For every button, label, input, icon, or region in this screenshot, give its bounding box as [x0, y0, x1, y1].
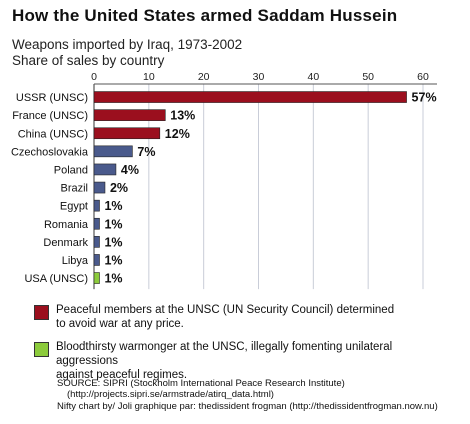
bar — [93, 109, 166, 121]
legend-text-unsc-line2: to avoid war at any price. — [56, 318, 184, 330]
legend-swatch-usa — [34, 342, 49, 357]
category-label: Poland — [54, 164, 88, 176]
bar — [93, 91, 407, 103]
bar — [93, 145, 133, 158]
x-tick-label: 50 — [362, 71, 374, 83]
x-tick-label: 30 — [253, 71, 265, 83]
chart-subtitle: Weapons imported by Iraq, 1973-2002 — [12, 37, 243, 52]
category-label: Egypt — [60, 201, 88, 213]
chart-title: How the United States armed Saddam Husse… — [12, 6, 398, 25]
bar — [93, 236, 100, 248]
data-label: 13% — [170, 109, 195, 123]
chart-subtitle-2: Share of sales by country — [12, 53, 165, 68]
x-tick-label: 20 — [198, 71, 210, 83]
x-tick-label: 10 — [143, 71, 155, 83]
data-label: 1% — [104, 235, 122, 249]
legend-swatch-unsc — [34, 305, 49, 320]
source-line: SOURCE: SIPRI (Stockholm International P… — [57, 378, 345, 389]
data-label: 2% — [110, 181, 128, 195]
bar — [93, 272, 100, 284]
bar — [93, 254, 100, 266]
bar — [93, 199, 100, 212]
category-label: Denmark — [43, 237, 88, 249]
legend-text-usa-line2: against peaceful regimes. — [56, 369, 188, 381]
source-url: (http://projects.sipri.se/armstrade/atir… — [67, 389, 274, 400]
data-label: 1% — [104, 272, 122, 286]
bar — [93, 181, 106, 194]
data-label: 1% — [104, 217, 122, 231]
legend-text-usa-line1: Bloodthirsty warmonger at the UNSC, ille… — [56, 341, 393, 367]
data-label: 1% — [104, 253, 122, 267]
category-label: Libya — [62, 255, 89, 267]
legend-text-unsc-line1: Peaceful members at the UNSC (UN Securit… — [56, 304, 395, 316]
category-label: France (UNSC) — [12, 110, 88, 122]
bar — [93, 127, 161, 140]
data-label: 57% — [412, 91, 437, 105]
category-label: USA (UNSC) — [24, 273, 88, 285]
data-label: 12% — [165, 127, 190, 141]
category-label: Romania — [44, 219, 89, 231]
category-label: Brazil — [60, 183, 88, 195]
bar-chart: 0 10 20 30 40 50 60 USSR (UNSC) 57% France (UNSC)… — [10, 71, 437, 290]
bar — [93, 217, 100, 230]
bar — [93, 163, 117, 176]
data-label: 1% — [104, 199, 122, 213]
data-label: 7% — [137, 145, 155, 159]
legend-text-usa: Bloodthirsty warmonger at the UNSC, ille… — [56, 340, 446, 382]
x-tick-label: 0 — [91, 71, 97, 83]
x-tick-label: 40 — [307, 71, 319, 83]
category-label: USSR (UNSC) — [16, 92, 88, 104]
legend-text-unsc: Peaceful members at the UNSC (UN Securit… — [56, 303, 446, 331]
category-label: Czechoslovakia — [11, 146, 89, 158]
data-label: 4% — [121, 163, 139, 177]
x-tick-label: 60 — [417, 71, 429, 83]
category-label: China (UNSC) — [18, 128, 88, 140]
credit-line: Nifty chart by/ Joli graphique par: thed… — [57, 401, 438, 412]
